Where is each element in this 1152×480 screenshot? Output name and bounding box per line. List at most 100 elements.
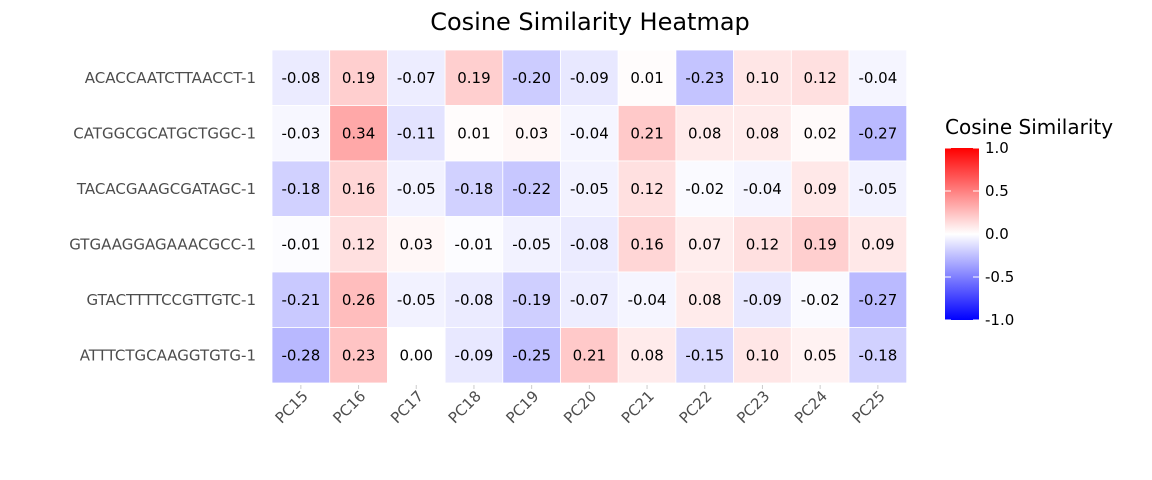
cell-value-label: -0.27 [858, 124, 897, 142]
heatmap-cell [790, 105, 850, 162]
cell-value-label: -0.22 [512, 180, 551, 198]
heatmap-cell [386, 105, 446, 162]
cell-value-label: 0.16 [630, 235, 663, 253]
cell-value-label: -0.05 [858, 180, 897, 198]
cell-value-label: 0.10 [746, 69, 779, 87]
cell-value-label: -0.28 [281, 346, 320, 364]
cell-value-label: -0.07 [570, 291, 609, 309]
heatmap-cell [271, 327, 331, 384]
cell-value-label: 0.08 [630, 346, 663, 364]
cell-value-label: 0.12 [342, 235, 375, 253]
heatmap-cell [329, 327, 388, 384]
cell-value-label: 0.07 [688, 235, 721, 253]
cell-value-label: 0.09 [803, 180, 836, 198]
cell-value-label: -0.04 [628, 291, 667, 309]
heatmap-cell [271, 271, 331, 328]
heatmap-cells [271, 49, 908, 384]
legend-tick-label: 1.0 [985, 139, 1009, 157]
row-labels: ACACCAATCTTAACCT-1 CATGGCGCATGCTGGC-1 TACA… [69, 69, 256, 365]
heatmap-cell [386, 49, 446, 106]
cell-value-label: 0.09 [861, 235, 894, 253]
column-label: PC21 [618, 387, 658, 427]
heatmap-cell [502, 327, 561, 384]
cell-value-label: -0.18 [281, 180, 320, 198]
cell-value-label: 0.26 [342, 291, 375, 309]
column-labels: PC15 PC16 PC17 PC18 PC19 PC20 PC21 PC22 PC23 PC24… [272, 385, 889, 427]
row-label: GTGAAGGAGAAACGCC-1 [69, 235, 256, 253]
heatmap-cell [444, 216, 504, 273]
cell-value-label: -0.05 [570, 180, 609, 198]
cell-value-label: -0.23 [685, 69, 724, 87]
heatmap-cell-labels: -0.08 0.19 -0.07 0.19 -0.20 -0.09 0.01 -0.23 0.1… [281, 69, 897, 365]
cell-value-label: -0.04 [743, 180, 782, 198]
cell-value-label: 0.01 [457, 124, 490, 142]
heatmap-cell [733, 271, 792, 328]
column-label: PC23 [733, 387, 773, 427]
heatmap-cell [617, 327, 677, 384]
heatmap-cell [790, 271, 850, 328]
heatmap-cell [733, 327, 792, 384]
legend-ticks: 1.0 0.5 0.0 -0.5 -1.0 [945, 139, 1014, 329]
cell-value-label: 0.12 [803, 69, 836, 87]
column-label: PC15 [272, 387, 312, 427]
heatmap-cell [848, 327, 908, 384]
row-label: GTACTTTTCCGTTGTC-1 [87, 291, 256, 309]
cell-value-label: 0.34 [342, 124, 375, 142]
cell-value-label: 0.03 [400, 235, 433, 253]
cell-value-label: 0.12 [746, 235, 779, 253]
heatmap-cell [271, 160, 331, 217]
cell-value-label: -0.08 [570, 235, 609, 253]
heatmap-cell [386, 216, 446, 273]
heatmap-cell [502, 105, 561, 162]
heatmap-cell [733, 160, 792, 217]
legend: Cosine Similarity 1.0 0.5 0.0 -0.5 -1.0 [945, 115, 1113, 329]
cell-value-label: 0.19 [457, 69, 490, 87]
column-label: PC17 [387, 387, 427, 427]
row-label: ATTTCTGCAAGGTGTG-1 [80, 346, 256, 364]
cell-value-label: -0.18 [455, 180, 494, 198]
cell-value-label: 0.10 [746, 346, 779, 364]
cell-value-label: -0.21 [281, 291, 320, 309]
heatmap-cell [675, 105, 735, 162]
heatmap-cell [617, 216, 677, 273]
legend-tick-label: -1.0 [985, 311, 1014, 329]
heatmap-cell [733, 105, 792, 162]
cell-value-label: -0.05 [512, 235, 551, 253]
cell-value-label: -0.02 [685, 180, 724, 198]
cell-value-label: 0.08 [688, 291, 721, 309]
heatmap-cell [271, 105, 331, 162]
cell-value-label: 0.08 [688, 124, 721, 142]
cell-value-label: -0.04 [570, 124, 609, 142]
legend-title: Cosine Similarity [945, 115, 1113, 139]
heatmap-cell [444, 271, 504, 328]
legend-tick-label: 0.0 [985, 225, 1009, 243]
heatmap-cell [502, 160, 561, 217]
cell-value-label: -0.27 [858, 291, 897, 309]
cell-value-label: -0.04 [858, 69, 897, 87]
heatmap-cell [675, 49, 735, 106]
legend-tick-label: -0.5 [985, 268, 1014, 286]
column-label: PC24 [791, 387, 831, 427]
heatmap-cell [560, 49, 619, 106]
heatmap-cell [329, 49, 388, 106]
heatmap-cell [560, 271, 619, 328]
heatmap-cell [560, 216, 619, 273]
heatmap-cell [444, 49, 504, 106]
heatmap-cell [560, 327, 619, 384]
cell-value-label: 0.21 [573, 346, 606, 364]
column-label: PC22 [676, 387, 716, 427]
heatmap-cell [560, 105, 619, 162]
heatmap-cell [848, 216, 908, 273]
cell-value-label: 0.00 [400, 346, 433, 364]
cell-value-label: -0.08 [455, 291, 494, 309]
column-label: PC19 [502, 387, 542, 427]
cell-value-label: 0.21 [630, 124, 663, 142]
cell-value-label: -0.09 [570, 69, 609, 87]
cell-value-label: 0.19 [342, 69, 375, 87]
column-label: PC20 [560, 387, 600, 427]
column-label: PC16 [329, 387, 369, 427]
heatmap-cell [617, 160, 677, 217]
cell-value-label: -0.01 [281, 235, 320, 253]
legend-tick-label: 0.5 [985, 182, 1009, 200]
